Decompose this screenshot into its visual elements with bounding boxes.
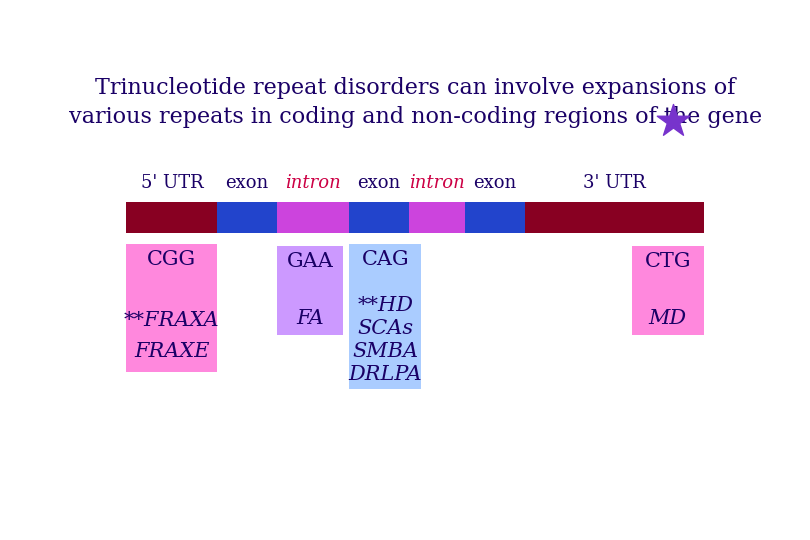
Text: 3' UTR: 3' UTR <box>583 174 646 192</box>
Text: FA: FA <box>296 308 324 328</box>
Text: intron: intron <box>285 174 341 192</box>
Bar <box>409 202 465 233</box>
Point <box>666 117 679 125</box>
Bar <box>277 246 343 335</box>
Text: exon: exon <box>225 174 269 192</box>
Bar <box>465 202 525 233</box>
Text: 5' UTR: 5' UTR <box>141 174 203 192</box>
Bar <box>126 202 217 233</box>
Text: DRLPA: DRLPA <box>348 365 422 384</box>
Bar <box>349 244 421 389</box>
Text: **HD: **HD <box>357 296 413 315</box>
Bar <box>217 202 277 233</box>
Text: exon: exon <box>357 174 401 192</box>
Bar <box>277 202 349 233</box>
Text: CTG: CTG <box>645 252 691 271</box>
Text: Trinucleotide repeat disorders can involve expansions of
various repeats in codi: Trinucleotide repeat disorders can invol… <box>69 77 761 128</box>
Text: GAA: GAA <box>287 252 334 271</box>
Bar <box>525 202 704 233</box>
Text: CGG: CGG <box>147 250 197 269</box>
Bar <box>126 244 217 373</box>
Text: FRAXE: FRAXE <box>134 342 210 361</box>
Text: SMBA: SMBA <box>352 342 419 361</box>
Text: SCAs: SCAs <box>357 319 413 338</box>
Text: **FRAXA: **FRAXA <box>124 311 220 330</box>
Text: intron: intron <box>409 174 465 192</box>
Bar <box>349 202 409 233</box>
Bar <box>632 246 704 335</box>
Text: CAG: CAG <box>361 250 409 269</box>
Text: MD: MD <box>649 308 687 328</box>
Text: exon: exon <box>474 174 517 192</box>
